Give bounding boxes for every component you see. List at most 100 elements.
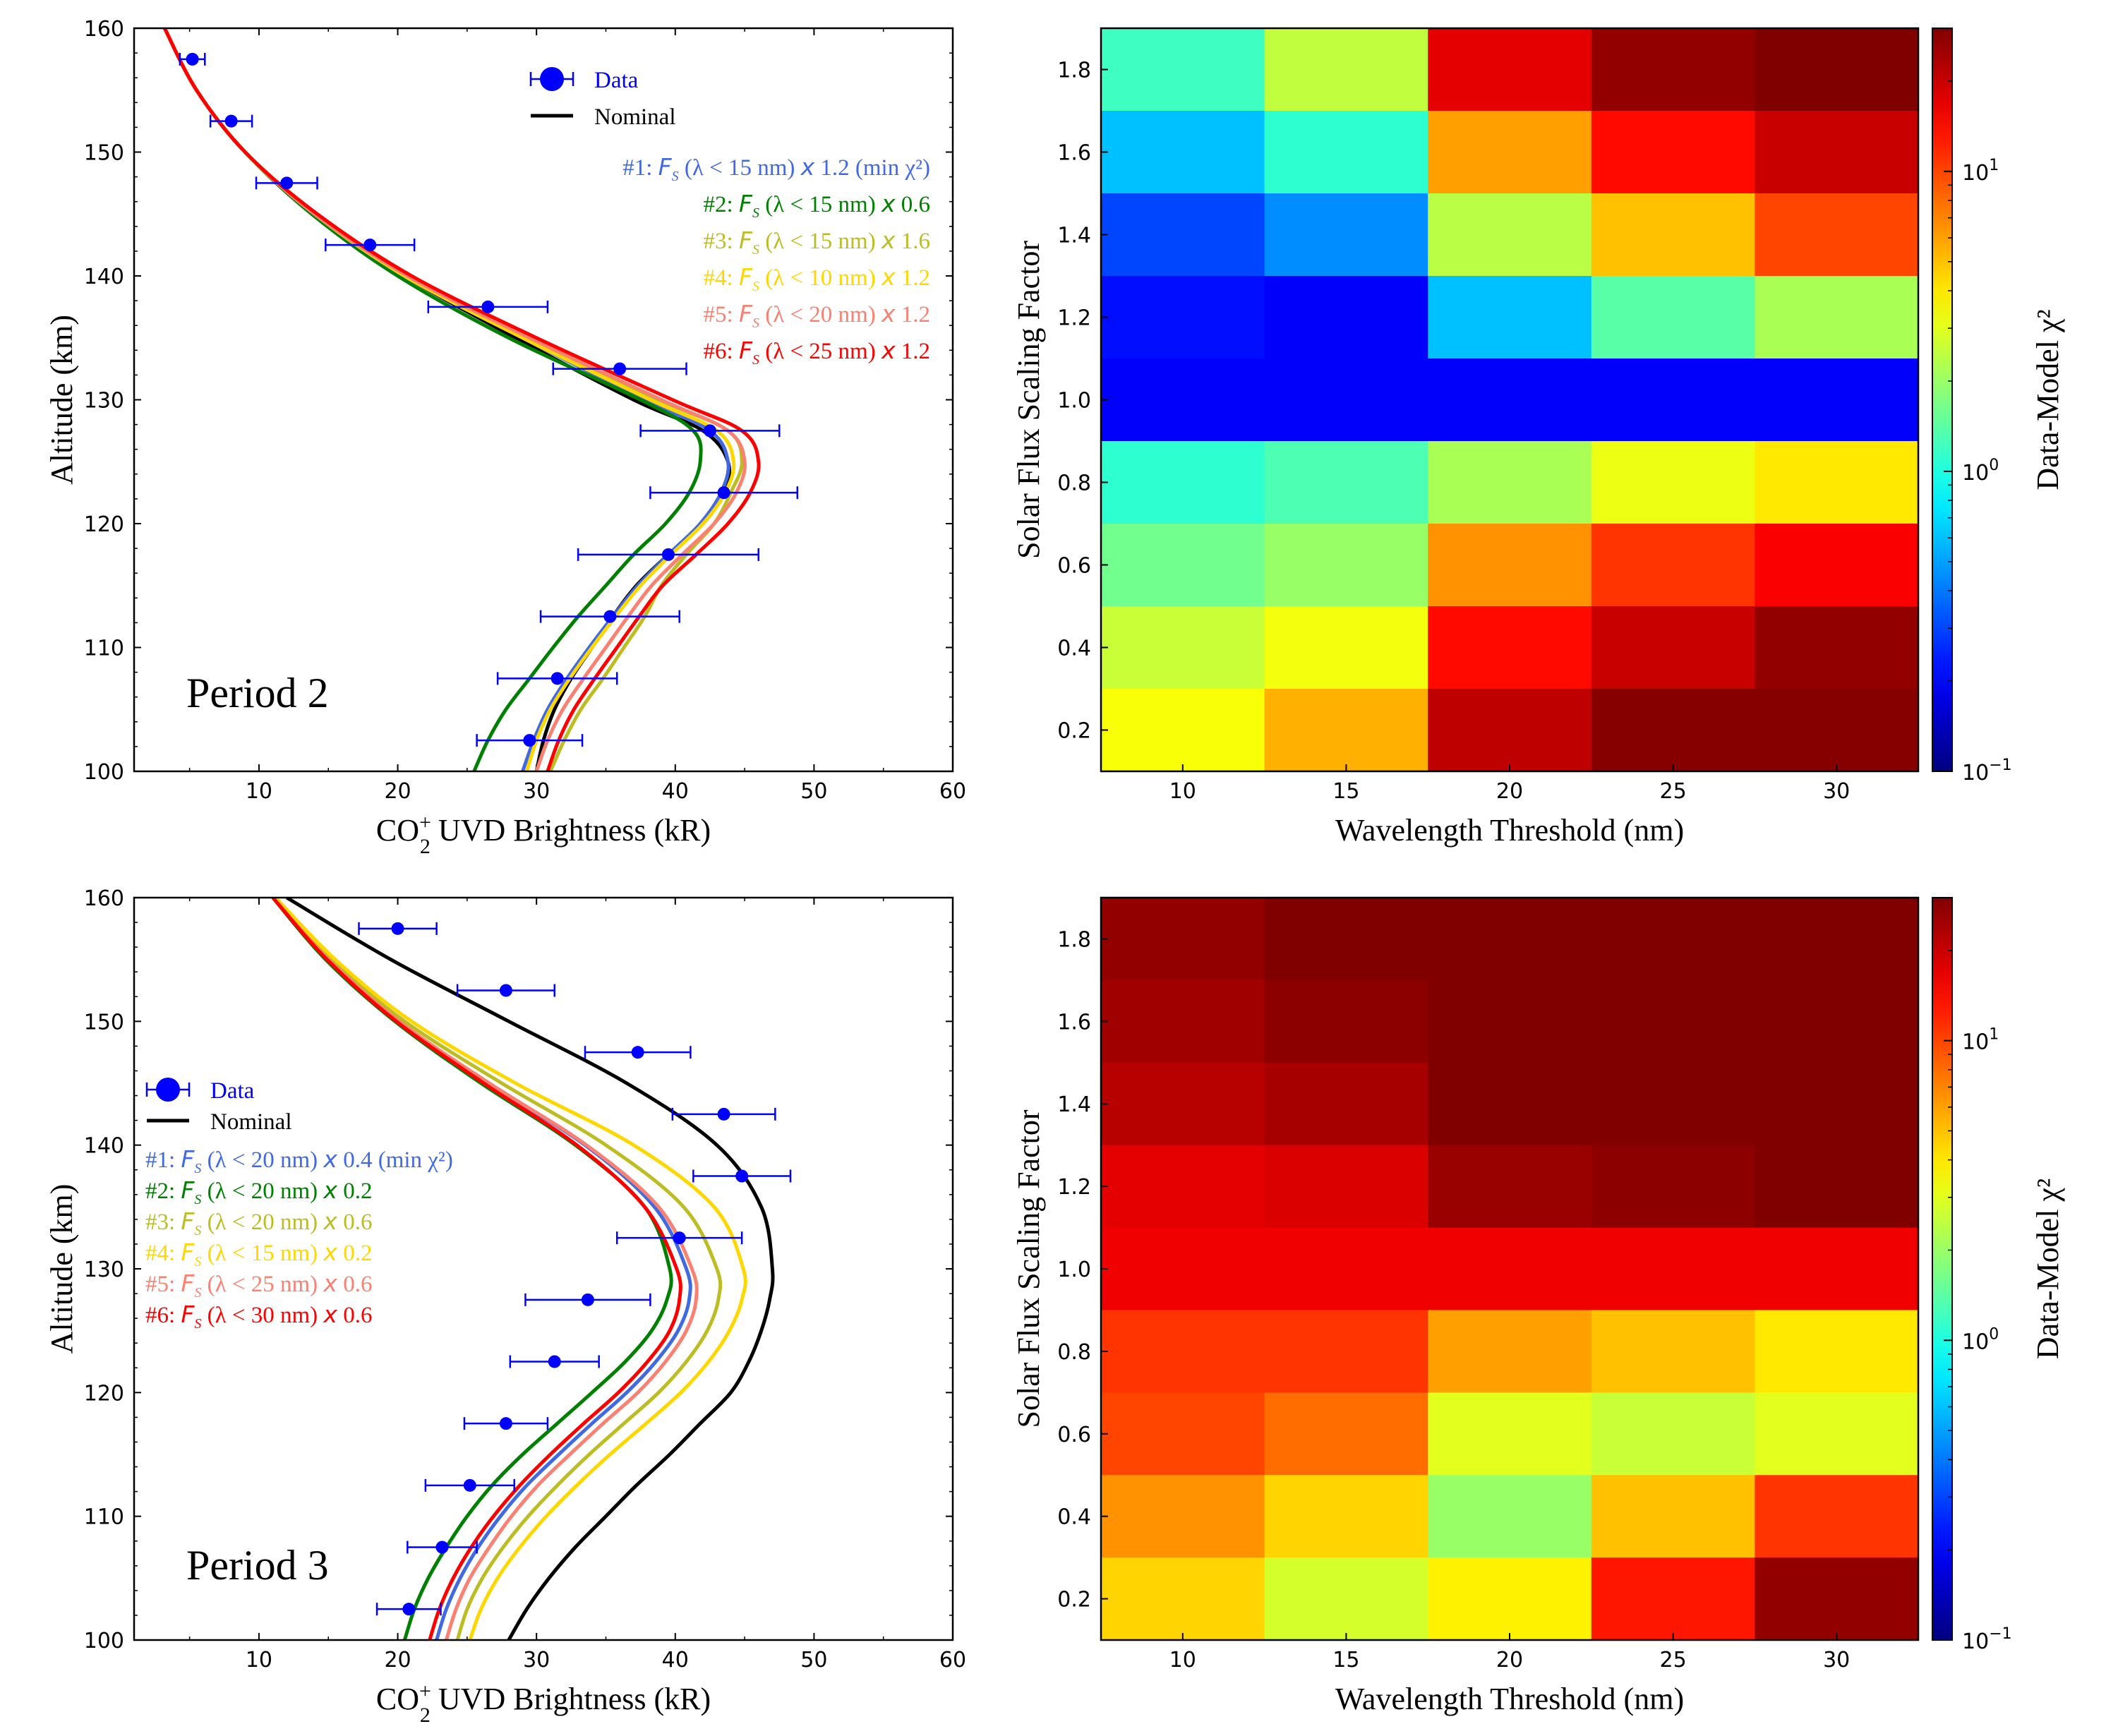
heatmap-cell [1591,193,1755,277]
heatmap-cell [1101,441,1265,524]
x-tick-label: 20 [384,1648,411,1672]
y-tick-label: 0.4 [1057,637,1091,661]
heatmap-cell [1264,111,1428,194]
data-point [649,486,799,500]
series-line-2 [163,28,703,771]
data-marker [463,1478,476,1492]
heatmap-cell [1591,1392,1755,1476]
heatmap-cell [1428,898,1592,981]
x-tick-label: 15 [1332,779,1359,804]
x-tick-label: 20 [384,779,411,804]
heatmap-cell [1101,111,1265,194]
y-tick-label: 1.8 [1057,927,1091,952]
heatmap-cell [1591,441,1755,524]
data-marker [186,52,199,66]
heatmap-cell [1755,1475,1919,1558]
legend-entry-2: #2: FS (λ < 15 nm) x 0.6 [704,190,930,221]
heatmap-cell [1428,1062,1592,1146]
heatmap-cell [1755,898,1919,981]
heatmap-cell [1755,1310,1919,1393]
y-tick-label: 1.2 [1057,306,1091,331]
heatmap-cell [1264,1557,1428,1641]
legend-nominal-label: Nominal [594,104,675,130]
legend-entry-6: #6: FS (λ < 30 nm) x 0.6 [145,1301,372,1332]
legend-data-label: Data [594,68,639,93]
heatmap-cell [1428,979,1592,1063]
y-tick-label: 110 [84,637,124,661]
colorbar-gradient [1932,28,1953,772]
heatmap-cell [1101,276,1265,359]
heatmap-cell [1264,1392,1428,1476]
colorbar-tick-label: 10−1 [1962,1625,2012,1654]
heatmap-cell [1591,524,1755,607]
y-tick-label: 1.4 [1057,224,1091,248]
heatmap-chart-2: 10 15 20 25 30 1.8 1.6 1.4 1.2 1.0 0.8 0.6 0.4 0.2 Wav… [1011,27,2065,848]
heatmap-cell [1101,689,1265,772]
x-tick-label: 10 [1169,779,1196,804]
data-point [424,1478,515,1492]
series-line-4 [163,28,736,771]
legend-data-marker [540,67,564,91]
data-point [524,1293,651,1306]
heatmap-cell [1264,606,1428,689]
heatmap-cell [1428,606,1592,689]
period-label: Period 2 [186,670,329,716]
y-tick-label: 1.0 [1057,389,1091,414]
heatmap-cell [1428,1392,1592,1476]
data-marker [631,1046,644,1059]
series-line-6 [271,898,682,1640]
heatmap-cell [1264,1145,1428,1229]
data-point [577,548,759,561]
heatmap-cell [1101,1062,1265,1146]
x-tick-label: 40 [662,779,689,804]
data-marker [550,672,564,685]
heatmap-cell [1591,979,1755,1063]
heatmap-cell [1755,28,1919,111]
data-marker [548,1355,561,1368]
heatmap-chart-4: 10 15 20 25 30 1.8 1.6 1.4 1.2 1.0 0.8 0.6 0.4 0.2 Wav… [1011,896,2065,1716]
x-tick-label: 15 [1332,1648,1359,1672]
heatmap-cell [1591,1557,1755,1641]
heatmap-cell [1591,1062,1755,1146]
plot-area [163,28,799,771]
x-tick-label: 30 [1823,1648,1850,1672]
y-tick-label: 140 [84,265,124,289]
legend-entry-4: #4: FS (λ < 10 nm) x 1.2 [704,263,930,294]
heatmap-cell [1755,193,1919,277]
data-marker [435,1541,449,1554]
x-axis-title: CO+ 2 UVD Brightness (kR) [376,811,711,858]
plot-frame [133,27,954,773]
y-tick-label: 100 [84,760,124,785]
data-point [539,610,680,623]
heatmap-cell [1101,1227,1265,1311]
heatmap-cell [1591,1227,1755,1311]
data-point [255,176,318,190]
heatmap-cell [1428,524,1592,607]
heatmap-cell [1428,441,1592,524]
data-marker [523,734,536,747]
data-marker [499,1417,512,1430]
heatmap-cell [1428,1310,1592,1393]
x-tick-label: 60 [939,779,966,804]
x-tick-label: 20 [1496,779,1523,804]
data-marker [402,1603,416,1616]
y-tick-label: 100 [84,1629,124,1653]
y-tick-label: 130 [84,1258,124,1282]
data-marker [661,548,675,561]
x-axis-title: CO+ 2 UVD Brightness (kR) [376,1680,711,1727]
x-tick-label: 30 [523,1648,550,1672]
profile-chart-1: 10 20 30 40 50 60 100 110 120 130 140 150 160 CO+ 2 UV… [44,17,966,858]
plot-frame [133,896,954,1641]
heatmap-cell [1755,979,1919,1063]
colorbar: 10−1 100 101 Data-Model χ² [1932,28,2065,785]
x-tick-label: 20 [1496,1648,1523,1672]
y-tick-label: 0.8 [1057,1340,1091,1365]
data-marker [581,1293,594,1306]
y-tick-label: 0.8 [1057,471,1091,496]
data-marker [363,239,377,252]
data-marker [391,922,404,935]
heatmap-cell [1264,1227,1428,1311]
y-tick-label: 1.6 [1057,1010,1091,1035]
heatmap-cell [1264,1062,1428,1146]
legend: Data Nominal #1: FS (λ < 15 nm) x 1.2 (min… [529,67,930,368]
